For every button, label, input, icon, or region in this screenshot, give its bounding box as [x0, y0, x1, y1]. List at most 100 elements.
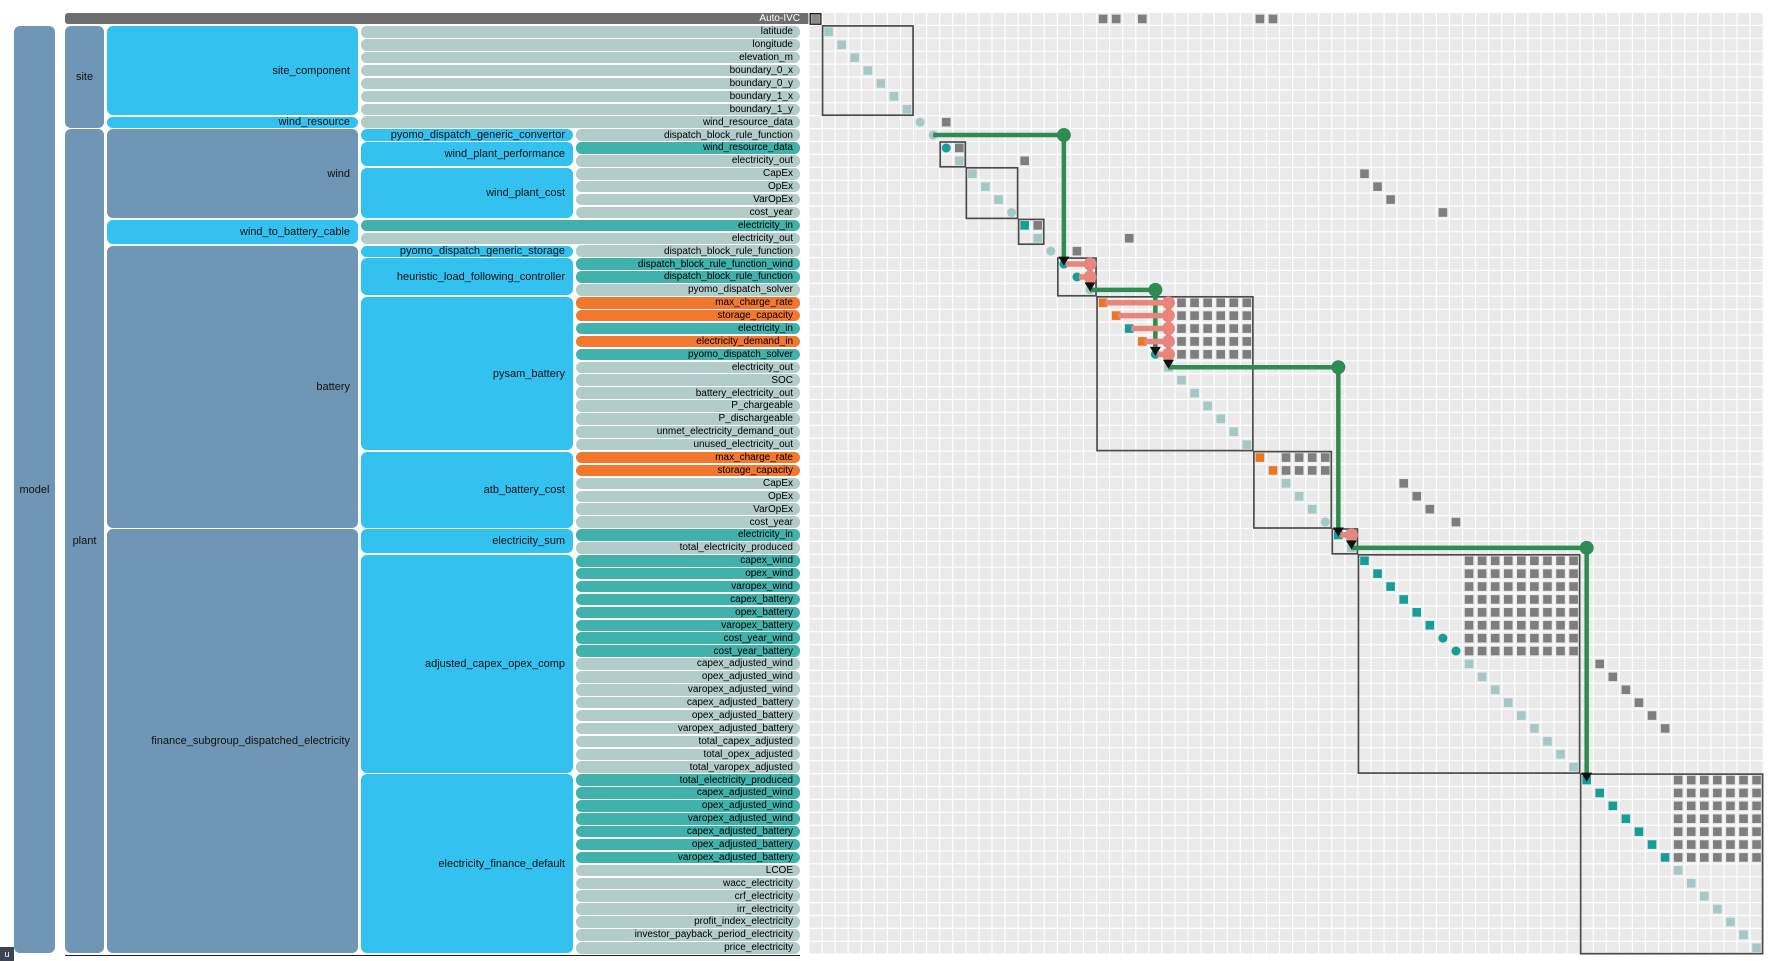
- variable-pill-output[interactable]: longitude: [361, 39, 800, 51]
- matrix-cell-dependency[interactable]: [1477, 595, 1487, 604]
- matrix-cell-diagonal-input[interactable]: [1425, 620, 1435, 630]
- matrix-cell-dependency[interactable]: [1713, 814, 1722, 824]
- matrix-cell-dependency[interactable]: [1490, 556, 1500, 566]
- matrix-cell-dependency[interactable]: [1699, 801, 1709, 811]
- matrix-component-box[interactable]: [1096, 295, 1254, 452]
- matrix-cell-diagonal-output[interactable]: [981, 182, 990, 191]
- matrix-cell-autoivc-border[interactable]: [809, 12, 822, 25]
- variable-pill-output[interactable]: unmet_electricity_demand_out: [576, 426, 800, 438]
- matrix-cell-dependency[interactable]: [1203, 350, 1212, 359]
- tree-node-wind_plant_cost[interactable]: wind_plant_cost: [361, 168, 573, 219]
- matrix-cell-diagonal-input[interactable]: [1595, 788, 1605, 798]
- matrix-cell-dependency[interactable]: [1477, 646, 1487, 656]
- matrix-cell-dependency[interactable]: [1177, 350, 1186, 359]
- matrix-cell-dependency[interactable]: [1752, 801, 1761, 811]
- variable-pill-output[interactable]: opex_adjusted_battery: [576, 709, 800, 722]
- autoivc-bar[interactable]: Auto-IVC: [65, 13, 810, 24]
- matrix-cell-dependency[interactable]: [1752, 775, 1761, 785]
- matrix-cell-diagonal-output[interactable]: [1517, 711, 1526, 720]
- matrix-cell-diagonal-output[interactable]: [850, 53, 860, 62]
- matrix-cell-diagonal-output[interactable]: [876, 79, 886, 88]
- matrix-cell-dependency[interactable]: [1543, 556, 1552, 566]
- matrix-cell-diagonal-unconnected[interactable]: [1268, 466, 1278, 475]
- matrix-component-box[interactable]: [1357, 553, 1581, 774]
- matrix-cell-diagonal-input[interactable]: [1647, 840, 1657, 849]
- variable-pill-output[interactable]: total_electricity_produced: [576, 542, 800, 554]
- matrix-cell-dependency[interactable]: [1686, 827, 1696, 836]
- tree-node-pysam_battery[interactable]: pysam_battery: [361, 297, 573, 451]
- matrix-cell-dependency[interactable]: [1490, 620, 1500, 630]
- variable-pill-unconnected[interactable]: storage_capacity: [576, 464, 800, 477]
- matrix-cell-dependency[interactable]: [1543, 569, 1552, 578]
- matrix-cell-dependency[interactable]: [1543, 633, 1552, 643]
- variable-pill-input[interactable]: opex_battery: [576, 606, 800, 619]
- variable-pill-output[interactable]: investor_payback_period_electricity: [576, 929, 800, 941]
- variable-pill-output[interactable]: profit_index_electricity: [576, 916, 800, 928]
- matrix-cell-dependency[interactable]: [1307, 453, 1317, 462]
- matrix-cell-connection[interactable]: [1111, 14, 1121, 24]
- matrix-cell-dependency[interactable]: [1477, 608, 1487, 617]
- variable-pill-input[interactable]: cost_year_wind: [576, 632, 800, 644]
- matrix-cell-diagonal-output[interactable]: [1281, 479, 1291, 488]
- variable-pill-output[interactable]: varopex_adjusted_battery: [576, 722, 800, 735]
- matrix-cell-diagonal-output[interactable]: [1294, 491, 1304, 501]
- variable-pill-input[interactable]: cost_year_battery: [576, 645, 800, 657]
- variable-pill-input[interactable]: varopex_wind: [576, 580, 800, 593]
- matrix-cell-dependency[interactable]: [1739, 788, 1748, 798]
- tree-node-finance_subgroup_dispatched_electricity[interactable]: finance_subgroup_dispatched_electricity: [107, 529, 358, 954]
- variable-pill-output[interactable]: boundary_1_y: [361, 103, 800, 115]
- matrix-cell-dependency[interactable]: [1503, 595, 1513, 604]
- matrix-cell-dependency[interactable]: [1686, 801, 1696, 811]
- matrix-cell-diagonal-output[interactable]: [994, 195, 1003, 204]
- matrix-cell-dependency[interactable]: [1503, 646, 1513, 656]
- matrix-cell-diagonal-output[interactable]: [1177, 375, 1186, 385]
- matrix-cell-diagonal-output[interactable]: [1503, 698, 1513, 707]
- matrix-component-box[interactable]: [939, 141, 967, 168]
- tree-node-site[interactable]: site: [65, 26, 104, 128]
- matrix-cell-dependency[interactable]: [1490, 646, 1500, 656]
- matrix-component-box[interactable]: [1331, 528, 1359, 555]
- matrix-cell-dependency[interactable]: [1517, 633, 1526, 643]
- toolbar-toggle-button[interactable]: u: [0, 947, 14, 961]
- variable-pill-output[interactable]: VarOpEx: [576, 193, 800, 206]
- matrix-cell-diagonal-output[interactable]: [1713, 904, 1722, 914]
- matrix-cell-diagonal-output[interactable]: [1216, 414, 1226, 424]
- matrix-cell-dependency[interactable]: [1190, 337, 1199, 346]
- variable-pill-unconnected[interactable]: max_charge_rate: [576, 451, 800, 464]
- matrix-cell-dependency[interactable]: [1229, 324, 1239, 333]
- matrix-cell-dependency[interactable]: [1686, 814, 1696, 824]
- matrix-cell-dependency[interactable]: [1686, 853, 1696, 862]
- variable-pill-output[interactable]: crf_electricity: [576, 890, 800, 902]
- matrix-cell-dependency[interactable]: [1281, 453, 1291, 462]
- matrix-cell-dependency[interactable]: [1673, 801, 1683, 811]
- variable-pill-output[interactable]: pyomo_dispatch_solver: [576, 284, 800, 296]
- variable-pill-output[interactable]: dispatch_block_rule_function: [576, 129, 800, 141]
- matrix-cell-diagonal-input[interactable]: [1451, 646, 1461, 656]
- matrix-cell-diagonal-output[interactable]: [889, 92, 899, 101]
- variable-pill-output[interactable]: cost_year: [576, 206, 800, 219]
- matrix-cell-diagonal-output[interactable]: [1739, 930, 1748, 940]
- matrix-cell-dependency[interactable]: [1739, 827, 1748, 836]
- matrix-cell-dependency[interactable]: [1713, 801, 1722, 811]
- matrix-cell-diagonal-input[interactable]: [1660, 853, 1670, 862]
- matrix-cell-dependency[interactable]: [1752, 814, 1761, 824]
- variable-pill-input[interactable]: varopex_adjusted_battery: [576, 851, 800, 864]
- matrix-cell-dependency[interactable]: [1464, 646, 1474, 656]
- matrix-cell-dependency[interactable]: [1517, 620, 1526, 630]
- matrix-cell-dependency[interactable]: [1569, 633, 1578, 643]
- matrix-cell-dependency[interactable]: [1464, 633, 1474, 643]
- matrix-cell-diagonal-output[interactable]: [1752, 943, 1761, 953]
- matrix-cell-dependency[interactable]: [1556, 646, 1565, 656]
- matrix-cell-dependency[interactable]: [1242, 324, 1252, 333]
- matrix-cell-diagonal-output[interactable]: [1569, 762, 1578, 772]
- matrix-cell-diagonal-input[interactable]: [1386, 582, 1395, 591]
- matrix-cell-connection[interactable]: [1425, 504, 1435, 514]
- matrix-cell-dependency[interactable]: [1556, 608, 1565, 617]
- variable-pill-output[interactable]: electricity_out: [576, 361, 800, 373]
- matrix-cell-dependency[interactable]: [1177, 337, 1186, 346]
- variable-pill-input[interactable]: opex_wind: [576, 567, 800, 580]
- variable-pill-output[interactable]: CapEx: [576, 168, 800, 180]
- matrix-cell-dependency[interactable]: [1203, 337, 1212, 346]
- matrix-cell-dependency[interactable]: [1190, 350, 1199, 359]
- matrix-cell-dependency[interactable]: [1294, 453, 1304, 462]
